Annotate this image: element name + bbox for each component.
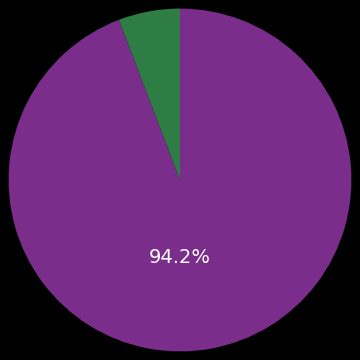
Wedge shape	[119, 9, 180, 180]
Text: 94.2%: 94.2%	[149, 248, 211, 267]
Wedge shape	[9, 9, 351, 351]
